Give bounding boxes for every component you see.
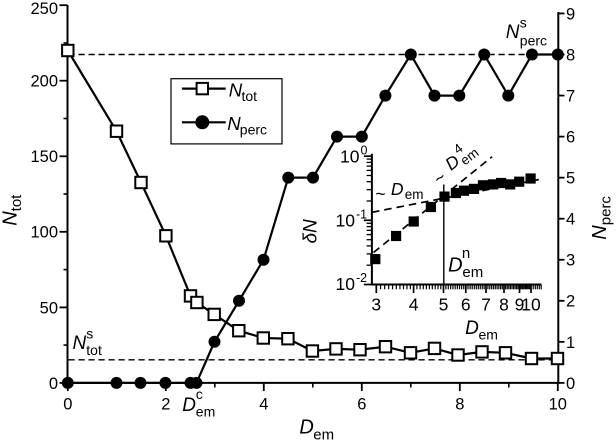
svg-text:6: 6: [461, 294, 471, 314]
svg-text:-1: -1: [356, 208, 367, 222]
svg-text:4: 4: [259, 395, 268, 413]
svg-text:150: 150: [30, 148, 58, 166]
svg-text:D: D: [182, 395, 196, 416]
svg-text:2: 2: [161, 395, 170, 413]
svg-text:100: 100: [30, 224, 58, 242]
svg-text:-2: -2: [356, 271, 367, 285]
svg-text:em: em: [462, 264, 483, 281]
svg-text:0: 0: [63, 395, 72, 413]
svg-text:1: 1: [566, 334, 575, 352]
svg-text:D: D: [299, 417, 313, 439]
svg-text:4: 4: [409, 294, 419, 314]
svg-text:em: em: [405, 187, 424, 202]
svg-text:8: 8: [455, 395, 464, 413]
svg-text:c: c: [196, 386, 203, 402]
svg-text:N: N: [73, 333, 87, 354]
svg-text:perc: perc: [240, 122, 267, 138]
svg-text:7: 7: [566, 87, 575, 105]
svg-text:D: D: [448, 255, 462, 277]
svg-text:5: 5: [566, 170, 575, 188]
svg-text:10: 10: [336, 210, 356, 230]
svg-text:0: 0: [566, 375, 575, 393]
svg-text:3: 3: [566, 252, 575, 270]
svg-text:n: n: [462, 245, 470, 262]
svg-text:10: 10: [521, 294, 541, 314]
svg-text:s: s: [520, 15, 527, 31]
svg-text:4: 4: [566, 211, 575, 229]
svg-text:D: D: [391, 179, 404, 199]
svg-text:8: 8: [499, 294, 509, 314]
svg-text:tot: tot: [86, 342, 102, 358]
svg-text:em: em: [313, 427, 334, 442]
svg-text:9: 9: [515, 294, 525, 314]
svg-text:N: N: [229, 79, 243, 100]
svg-text:em: em: [196, 403, 215, 419]
svg-text:s: s: [86, 326, 93, 342]
svg-text:8: 8: [566, 46, 575, 64]
svg-text:6: 6: [357, 395, 366, 413]
svg-text:10: 10: [336, 274, 356, 294]
svg-text:250: 250: [30, 0, 58, 18]
svg-text:10: 10: [549, 395, 567, 413]
svg-text:N: N: [506, 22, 520, 43]
svg-text:0: 0: [361, 144, 368, 158]
svg-text:N: N: [227, 113, 241, 134]
svg-text:50: 50: [40, 299, 58, 317]
svg-text:D: D: [465, 318, 479, 339]
svg-text:6: 6: [566, 129, 575, 147]
svg-text:7: 7: [481, 294, 491, 314]
svg-text:perc: perc: [520, 32, 547, 48]
svg-text:δN: δN: [301, 219, 322, 244]
svg-text:9: 9: [566, 5, 575, 23]
svg-text:tot: tot: [242, 88, 258, 104]
svg-text:em: em: [479, 326, 498, 342]
svg-text:200: 200: [30, 73, 58, 91]
svg-text:~: ~: [375, 184, 385, 204]
svg-text:10: 10: [340, 146, 360, 166]
svg-text:2: 2: [566, 293, 575, 311]
svg-text:5: 5: [439, 294, 449, 314]
svg-text:0: 0: [49, 375, 58, 393]
svg-text:3: 3: [371, 294, 381, 314]
